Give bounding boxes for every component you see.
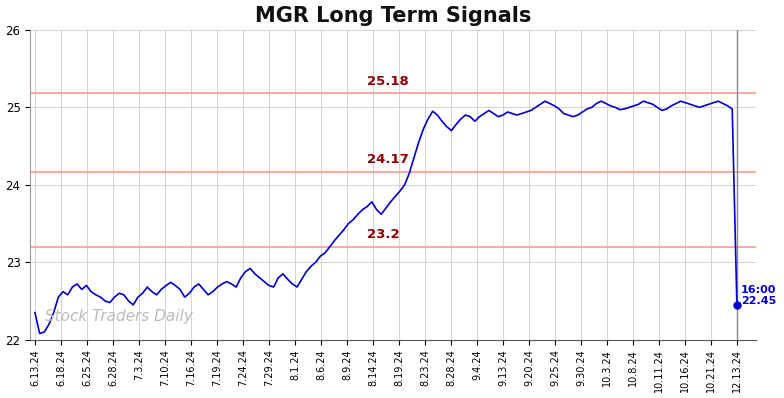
Text: 24.17: 24.17 — [367, 153, 408, 166]
Text: 23.2: 23.2 — [367, 228, 400, 241]
Text: Stock Traders Daily: Stock Traders Daily — [45, 309, 193, 324]
Text: 16:00
22.45: 16:00 22.45 — [741, 285, 776, 306]
Text: 25.18: 25.18 — [367, 75, 408, 88]
Title: MGR Long Term Signals: MGR Long Term Signals — [255, 6, 531, 25]
